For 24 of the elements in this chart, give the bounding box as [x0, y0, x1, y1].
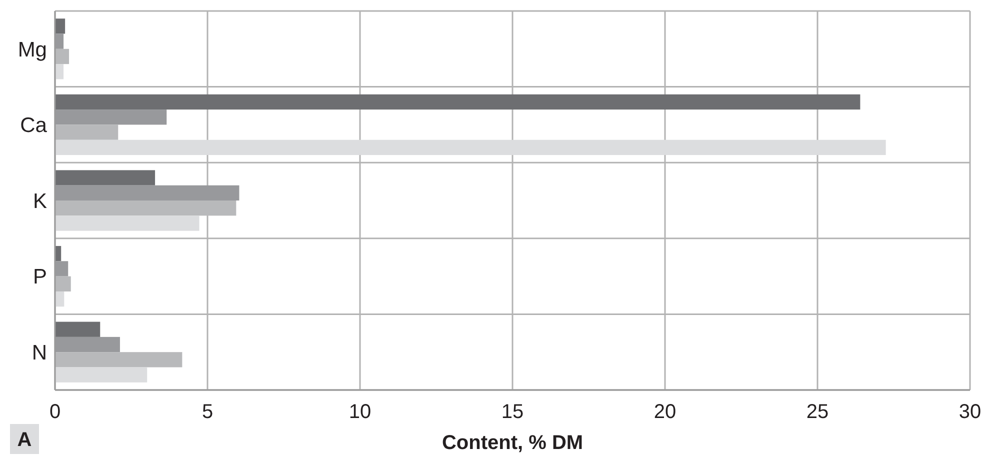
bar	[55, 216, 200, 231]
y-tick-label: Ca	[20, 114, 48, 138]
x-tick-label: 15	[501, 401, 524, 423]
bar	[55, 140, 886, 156]
x-tick-label: 0	[49, 401, 61, 423]
bar	[55, 367, 148, 382]
bar	[55, 170, 156, 186]
x-tick-label: 20	[654, 401, 676, 423]
text: A	[17, 429, 32, 451]
bar	[55, 94, 860, 110]
x-tick-label: 5	[202, 401, 214, 423]
bar	[55, 124, 118, 140]
x-axis-title: Content, % DM	[442, 432, 584, 454]
bar	[55, 352, 182, 368]
y-tick-label: P	[32, 266, 47, 289]
bar	[55, 322, 100, 337]
x-tick-label: 10	[348, 401, 372, 423]
x-tick-label: 25	[806, 401, 829, 423]
y-tick-label: K	[32, 190, 47, 213]
bar	[55, 48, 70, 64]
bar	[55, 276, 71, 292]
y-tick-label: N	[32, 341, 47, 364]
y-tick-label: Mg	[18, 38, 47, 62]
x-tick-label: 30	[958, 401, 982, 423]
